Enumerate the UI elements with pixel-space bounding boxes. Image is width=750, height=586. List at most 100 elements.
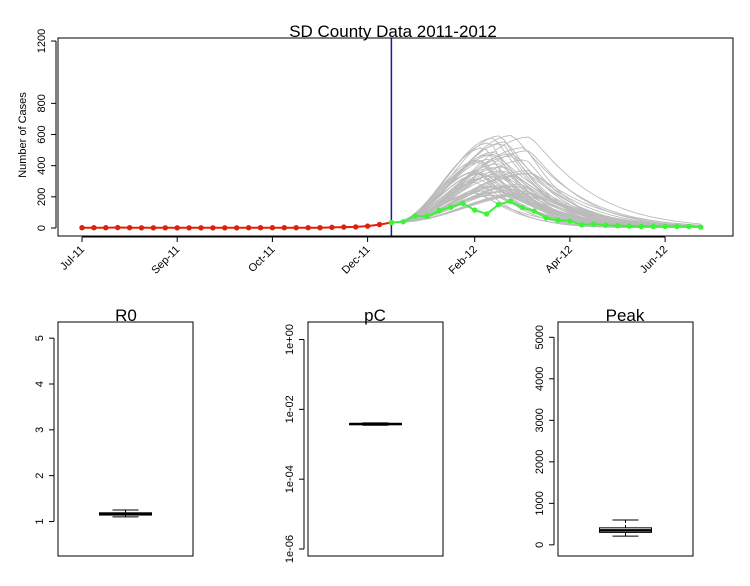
future-point [555,217,561,223]
axes: 0 200 400 600 800 1200 Jul-11 Sep-11 Oct-11 Dec-1… [36,29,670,277]
observed-point [126,224,133,231]
future-point [483,211,490,217]
y-tick-label: 1e-04 [284,465,296,493]
future-point [698,224,704,230]
observed-point [222,225,228,231]
simulated-trajectory [391,134,701,226]
future-point [519,204,525,211]
plot-frame [57,37,734,237]
y-axis-label: Number of Cases [17,92,29,178]
simulated-trajectories [391,134,701,228]
observed-point [364,223,371,229]
observed-point [317,224,323,231]
y-tick-label: 2 [34,473,46,479]
x-tick-label: Sep-11 [149,244,182,277]
x-tick-label: Dec-11 [340,244,373,277]
y-tick-label: 1e-06 [284,535,296,563]
y-tick-label: 5000 [534,325,546,349]
y-tick-label: 1e+00 [284,324,296,355]
boxplot-frame [57,321,194,557]
observed-point [150,225,157,231]
y-tick-label: 3000 [534,408,546,432]
future-point [436,207,442,214]
future-point [626,223,633,229]
observed-point [103,224,109,231]
observed-point [198,225,204,231]
y-tick-label: 4000 [534,367,546,391]
observed-point [138,225,145,231]
future-point [602,222,609,228]
observed-point [293,224,299,231]
observed-point [269,224,276,231]
observed-point [91,224,97,231]
x-tick-label: Jun-12 [638,244,670,276]
future-point [579,222,585,228]
simulated-trajectory [391,175,701,228]
future-point [460,200,466,207]
future-point [448,204,454,210]
y-tick-label: 1000 [534,491,546,515]
future-point [567,218,573,224]
y-tick-label: 4 [34,381,46,387]
observed-point [210,225,216,231]
future-point [472,207,478,213]
future-point [531,208,537,214]
y-tick-label: 400 [36,157,48,175]
observed-point [353,224,359,230]
observed-point [257,224,264,231]
observed-point [341,224,347,230]
future-point [495,201,502,208]
y-tick-label: 0 [534,542,546,548]
y-tick-label: 200 [36,188,48,206]
future-point [507,198,514,204]
pc-title: pC [364,306,386,325]
x-tick-label: Apr-12 [543,244,575,276]
x-tick-label: Jul-11 [58,244,87,273]
future-point [400,219,406,225]
observed-point [115,224,121,231]
x-tick-label: Oct-11 [246,244,277,275]
y-tick-label: 800 [36,94,48,112]
r0-boxplot-panel: R0 1 2 3 4 5 [34,306,194,557]
observed-point [186,225,192,231]
future-point [650,223,656,230]
future-point [662,223,668,230]
case-series [79,38,704,236]
y-tick-label: 1e-02 [284,395,296,423]
future-point [388,219,395,226]
observed-point [376,221,383,228]
y-tick-label: 1 [34,518,46,524]
future-point [614,222,621,229]
case-count-timeseries-panel: SD County Data 2011-2012 Number of Cases… [17,22,734,277]
future-point [638,223,644,230]
observed-point [174,225,180,231]
y-tick-label: 1200 [36,29,48,53]
observed-point [234,225,240,231]
simulated-trajectory [391,170,701,227]
observed-point [79,224,85,231]
future-point [686,223,692,230]
observed-point [305,224,311,231]
peak-boxplot-panel: Peak 0 1000 2000 3000 4000 5000 [534,306,694,557]
simulated-trajectory [391,150,701,227]
pc-boxplot-panel: pC 1e-06 1e-04 1e-02 1e+00 [284,306,444,563]
observed-point [162,225,168,231]
future-point [543,215,549,221]
y-tick-label: 2000 [534,450,546,474]
y-tick-label: 0 [36,225,48,231]
future-point [412,213,418,219]
y-tick-label: 5 [34,335,46,341]
y-tick-label: 3 [34,427,46,433]
x-tick-label: Feb-12 [447,244,480,277]
r0-title: R0 [115,306,137,325]
chart-title: SD County Data 2011-2012 [289,22,497,41]
y-tick-label: 600 [36,125,48,143]
observed-point [245,224,252,231]
future-point [591,221,597,227]
observed-point [329,224,335,231]
peak-title: Peak [606,306,645,325]
observed-point [281,224,287,231]
future-point [674,223,680,230]
future-point [424,213,430,220]
